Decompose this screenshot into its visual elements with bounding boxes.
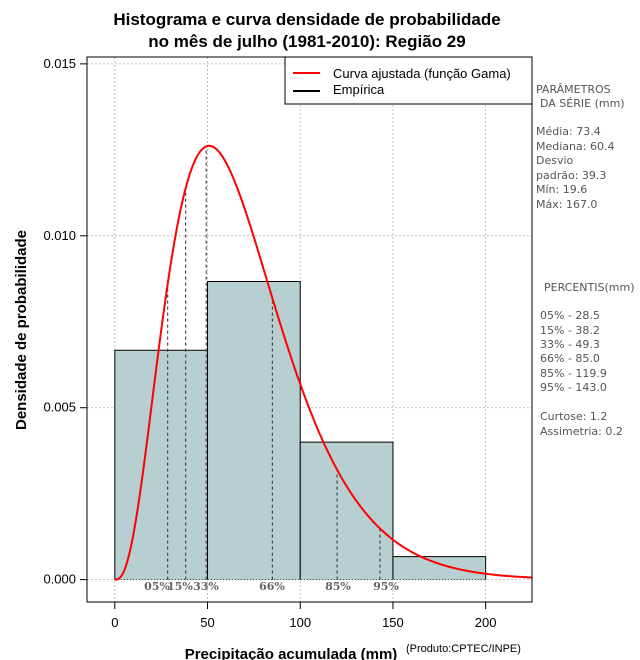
histogram-bar-outline-3 xyxy=(392,556,487,580)
percentile-label-5: 95% xyxy=(373,580,399,593)
chart-title-line-2: no mês de julho (1981-2010): Região 29 xyxy=(148,32,465,51)
y-tick-label-0: 0.000 xyxy=(43,572,76,587)
x-tick-label-3: 150 xyxy=(382,615,404,630)
percentile-label-3: 66% xyxy=(259,580,285,593)
percentil-66: 66% - 85.0 xyxy=(540,352,600,365)
percentile-label-1: 15% xyxy=(167,580,193,593)
param-stddev-label: Desvio xyxy=(536,154,574,167)
legend: Curva ajustada (função Gama) Empírica xyxy=(284,56,533,105)
histogram-bar-1 xyxy=(207,281,301,580)
percentile-markers: 05%15% 33% 66% 85% 95% xyxy=(144,146,399,593)
legend-box xyxy=(284,56,533,105)
x-tick-label-1: 50 xyxy=(200,615,214,630)
legend-label-fit: Curva ajustada (função Gama) xyxy=(333,66,511,81)
x-axis-title: Precipitação acumulada (mm) xyxy=(185,646,398,660)
series-parameters-panel: PARÂMETROS DA SÉRIE (mm) Média: 73.4 Med… xyxy=(536,83,635,438)
params-title-line-1: PARÂMETROS xyxy=(536,83,611,96)
gamma-fit-curve xyxy=(114,144,533,581)
x-tick-label-0: 0 xyxy=(111,615,118,630)
percentil-85: 85% - 119.9 xyxy=(540,367,607,380)
histogram-bar-outline-2 xyxy=(299,441,394,580)
chart-title-line-1: Histograma e curva densidade de probabil… xyxy=(113,10,500,29)
x-tick-label-4: 200 xyxy=(475,615,497,630)
percentil-15: 15% - 38.2 xyxy=(540,324,600,337)
percentile-label-2: 33% xyxy=(193,580,219,593)
histogram-bar-0 xyxy=(114,350,208,580)
param-mean: Média: 73.4 xyxy=(536,125,601,138)
histogram-bars xyxy=(114,281,487,581)
param-min: Mín: 19.6 xyxy=(536,183,587,196)
gamma-curve-layer xyxy=(114,144,533,581)
percentil-33: 33% - 49.3 xyxy=(540,338,600,351)
stat-kurtosis: Curtose: 1.2 xyxy=(540,410,607,423)
axes: 0 50 100 150 200 0.000 0.005 0.010 0.015 xyxy=(43,56,496,630)
percentile-label-4: 85% xyxy=(325,580,351,593)
param-max: Máx: 167.0 xyxy=(536,198,597,211)
y-tick-label-2: 0.010 xyxy=(43,228,76,243)
x-tick-label-2: 100 xyxy=(289,615,311,630)
y-tick-label-1: 0.005 xyxy=(43,400,76,415)
params-title-line-2: DA SÉRIE (mm) xyxy=(540,97,625,110)
param-stddev-value: padrão: 39.3 xyxy=(536,169,606,182)
histogram-bar-outline-1 xyxy=(207,281,301,580)
stat-skewness: Assimetria: 0.2 xyxy=(540,425,623,438)
percentil-95: 95% - 143.0 xyxy=(540,381,607,394)
histogram-bar-2 xyxy=(300,442,393,580)
param-median: Mediana: 60.4 xyxy=(536,140,614,153)
credit-text: (Produto:CPTEC/INPE) xyxy=(406,643,521,655)
legend-label-empirical: Empírica xyxy=(333,82,385,97)
y-axis-title: Densidade de probabilidade xyxy=(13,230,30,430)
y-tick-label-3: 0.015 xyxy=(43,56,76,71)
histogram-bar-3 xyxy=(392,556,486,580)
percentis-title: PERCENTIS(mm) xyxy=(544,281,635,294)
percentile-label-0: 05% xyxy=(144,580,170,593)
percentil-05: 05% - 28.5 xyxy=(540,309,600,322)
